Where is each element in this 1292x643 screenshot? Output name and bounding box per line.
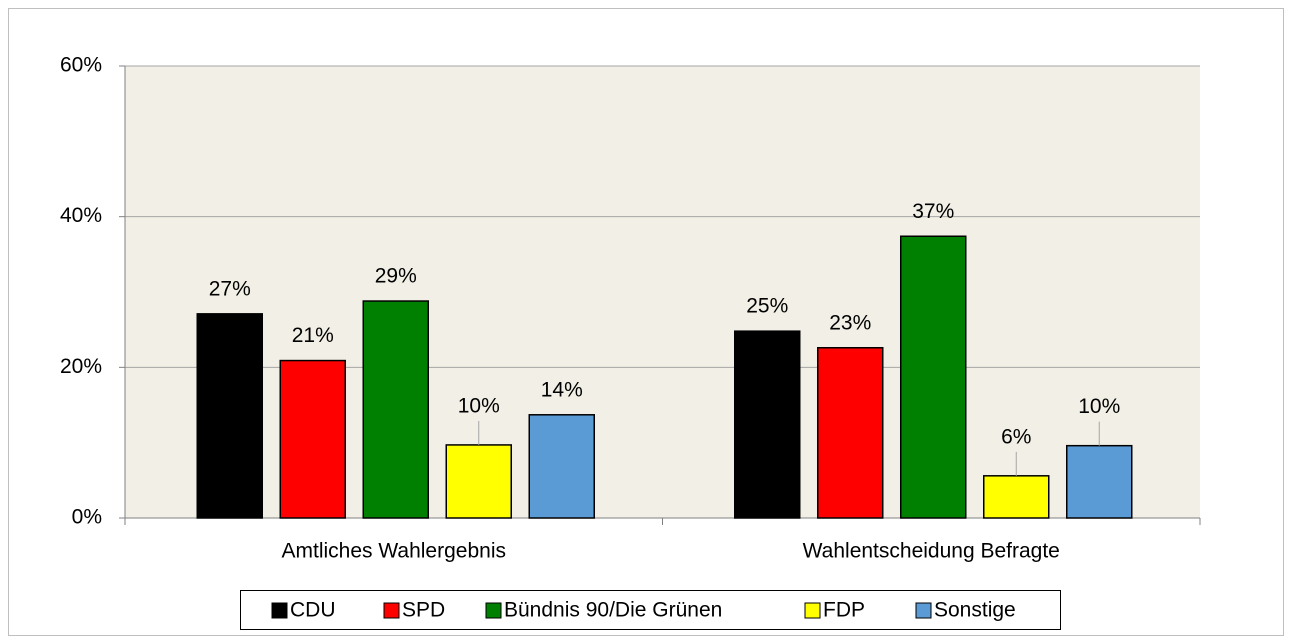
bar [1066,444,1133,519]
data-label: 10% [1078,395,1120,418]
legend-swatch [485,602,502,619]
data-label: 14% [541,378,583,401]
legend-swatch [383,602,400,619]
legend-label: SPD [402,599,445,622]
bar [528,414,595,519]
bar [817,346,884,519]
data-label: 23% [829,311,871,334]
data-label: 21% [292,324,334,347]
legend-label: CDU [290,599,336,622]
bar [445,444,512,519]
x-tick-label: Amtliches Wahlergebnis [282,540,506,563]
data-label: 25% [746,295,788,318]
bar [983,475,1050,519]
legend-swatch [915,602,932,619]
y-tick-label: 20% [60,355,102,378]
legend-swatch [804,602,821,619]
y-tick-label: 60% [60,54,102,77]
bar [196,313,263,519]
legend-label: Bündnis 90/Die Grünen [504,599,722,622]
data-label: 37% [912,200,954,223]
y-tick-label: 0% [72,506,102,529]
bar [900,235,967,519]
data-label: 27% [209,277,251,300]
legend-label: FDP [823,599,865,622]
legend-label: Sonstige [934,599,1016,622]
bar [279,359,346,519]
legend-swatch [271,602,288,619]
y-tick-label: 40% [60,204,102,227]
data-label: 6% [1001,425,1031,448]
bar [734,330,801,519]
data-label: 29% [375,265,417,288]
bar [362,300,429,519]
x-tick-label: Wahlentscheidung Befragte [803,540,1060,563]
data-label: 10% [458,394,500,417]
